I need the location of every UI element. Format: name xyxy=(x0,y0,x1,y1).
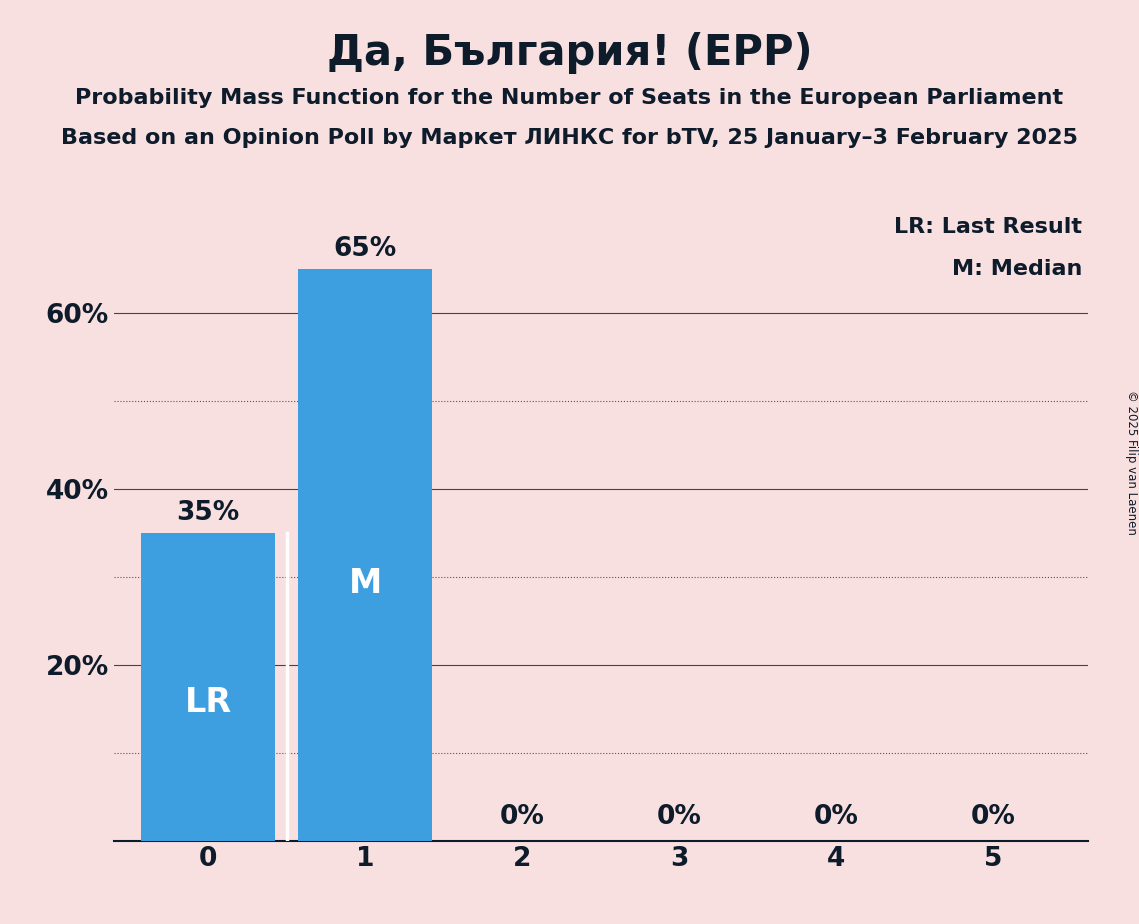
Text: 65%: 65% xyxy=(334,237,396,262)
Text: M: M xyxy=(349,567,382,601)
Text: LR: LR xyxy=(185,686,231,719)
Text: 35%: 35% xyxy=(177,500,240,526)
Text: © 2025 Filip van Laenen: © 2025 Filip van Laenen xyxy=(1124,390,1138,534)
Text: 0%: 0% xyxy=(972,804,1016,831)
Text: Да, България! (EPP): Да, България! (EPP) xyxy=(327,32,812,74)
Bar xyxy=(298,270,432,841)
Text: Based on an Opinion Poll by Маркет ЛИНКС for bTV, 25 January–3 February 2025: Based on an Opinion Poll by Маркет ЛИНКС… xyxy=(62,128,1077,148)
Text: LR: Last Result: LR: Last Result xyxy=(894,217,1082,237)
Text: 0%: 0% xyxy=(500,804,544,831)
Text: 0%: 0% xyxy=(657,804,702,831)
Text: M: Median: M: Median xyxy=(952,259,1082,279)
Text: 0%: 0% xyxy=(814,804,859,831)
Text: Probability Mass Function for the Number of Seats in the European Parliament: Probability Mass Function for the Number… xyxy=(75,88,1064,108)
Bar xyxy=(141,533,274,841)
